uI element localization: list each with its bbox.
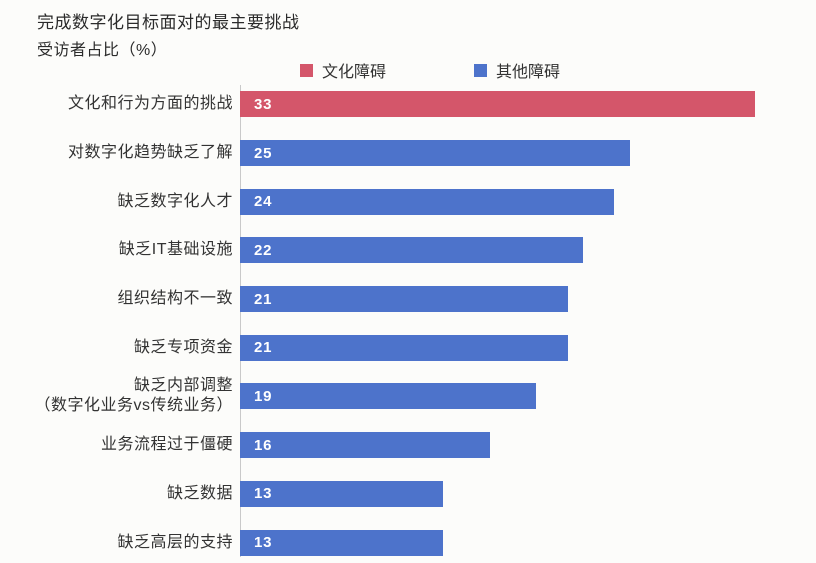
bar-value-label: 21 — [254, 339, 273, 357]
chart-title: 完成数字化目标面对的最主要挑战 — [37, 13, 300, 32]
category-label: 缺乏IT基础设施 — [118, 241, 233, 259]
chart-row: 缺乏数据 13 — [0, 470, 816, 519]
category-label: 缺乏高层的支持 — [117, 533, 233, 551]
chart-row: 对数字化趋势缺乏了解 25 — [0, 129, 816, 178]
plot-area: 文化和行为方面的挑战 33 对数字化趋势缺乏了解 25 缺乏数字化人才 24 缺乏IT基础设… — [0, 80, 816, 563]
chart-row: 组织结构不一致 21 — [0, 275, 816, 324]
bar: 33 — [240, 91, 755, 118]
chart-row: 业务流程过于僵硬 16 — [0, 421, 816, 470]
category-label: 对数字化趋势缺乏了解 — [67, 144, 233, 162]
bar-value-label: 25 — [254, 144, 273, 162]
chart-row: 缺乏IT基础设施 22 — [0, 226, 816, 275]
bar: 16 — [240, 432, 490, 459]
y-axis-line — [240, 85, 241, 557]
legend-item-cultural: 文化障碍 — [300, 58, 386, 82]
legend-item-other: 其他障碍 — [474, 58, 560, 82]
category-label: 缺乏数字化人才 — [117, 192, 233, 210]
legend-swatch-other-icon — [474, 63, 488, 77]
category-label: 缺乏内部调整 （数字化业务vs传统业务） — [34, 377, 233, 415]
bar-value-label: 21 — [254, 290, 273, 308]
bar: 24 — [240, 188, 615, 215]
legend-swatch-cultural-icon — [300, 63, 313, 77]
bar-value-label: 24 — [254, 193, 273, 211]
bar-value-label: 13 — [254, 534, 273, 552]
bar-value-label: 22 — [254, 241, 273, 259]
chart-row: 缺乏数字化人才 24 — [0, 177, 816, 226]
chart-row: 缺乏专项资金 21 — [0, 323, 816, 372]
category-label: 组织结构不一致 — [117, 290, 233, 308]
legend-label-cultural: 文化障碍 — [322, 64, 387, 81]
chart-row: 缺乏内部调整 （数字化业务vs传统业务） 19 — [0, 372, 816, 421]
bar-value-label: 13 — [254, 485, 273, 503]
bar: 25 — [240, 140, 630, 167]
chart-row: 缺乏高层的支持 13 — [0, 518, 816, 563]
bar-value-label: 19 — [254, 387, 273, 405]
bar: 13 — [240, 480, 443, 507]
bar: 21 — [240, 334, 568, 361]
bar-value-label: 16 — [254, 436, 273, 454]
bar: 13 — [240, 529, 443, 556]
bar-value-label: 33 — [254, 95, 273, 113]
chart-subtitle: 受访者占比（%） — [37, 42, 168, 59]
bar-rows: 文化和行为方面的挑战 33 对数字化趋势缺乏了解 25 缺乏数字化人才 24 缺乏IT基础设… — [0, 80, 816, 563]
legend: 文化障碍 其他障碍 — [300, 58, 560, 82]
category-label: 文化和行为方面的挑战 — [67, 95, 233, 113]
bar: 19 — [240, 383, 537, 410]
bar: 21 — [240, 286, 568, 313]
category-label: 缺乏数据 — [166, 484, 233, 502]
legend-label-other: 其他障碍 — [496, 64, 561, 81]
category-label: 缺乏专项资金 — [133, 338, 233, 356]
bar: 22 — [240, 237, 584, 264]
chart-row: 文化和行为方面的挑战 33 — [0, 80, 816, 129]
category-label: 业务流程过于僵硬 — [100, 436, 233, 454]
